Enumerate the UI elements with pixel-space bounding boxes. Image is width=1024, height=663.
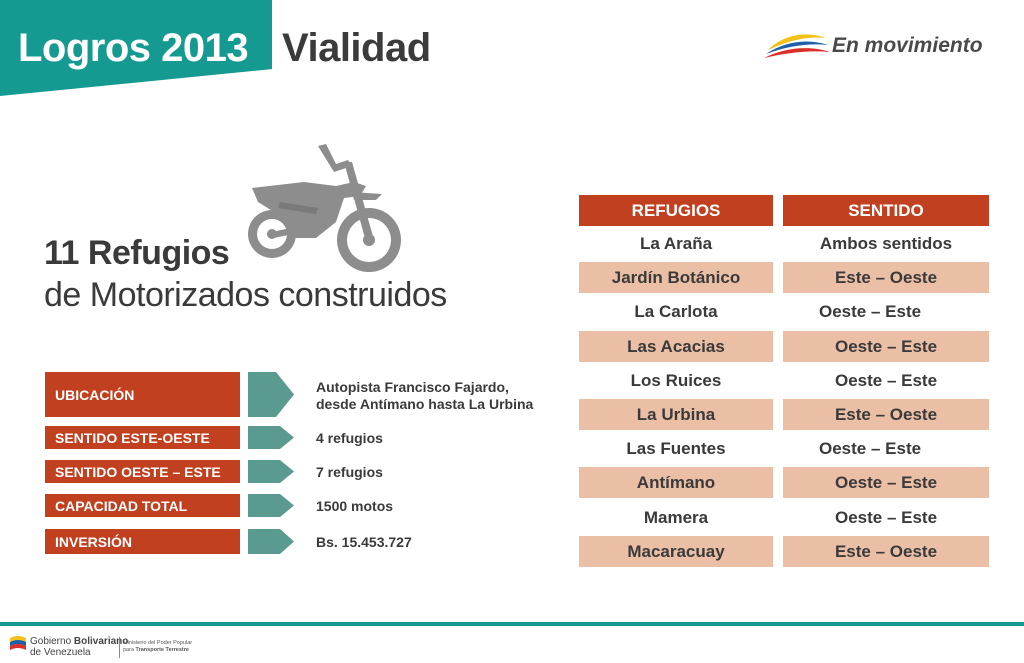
info-value-line: Autopista Francisco Fajardo, [316, 379, 509, 395]
footer-divider-line [0, 622, 1024, 626]
table-cell-refugio: La Carlota [634, 301, 718, 321]
info-value-ubicacion: Autopista Francisco Fajardo, desde Antím… [316, 379, 533, 413]
footer-ministry-text: para [123, 647, 136, 653]
info-label-sentido-oeste-este: SENTIDO OESTE – ESTE [45, 460, 240, 483]
footer-separator [119, 637, 120, 658]
footer-government-line1: Gobierno Bolivariano [30, 636, 128, 647]
table-header-refugios: REFUGIOS [579, 195, 773, 226]
footer-ministry-bold: Transporte Terrestre [135, 647, 189, 653]
table-cell-sentido: Oeste – Este [819, 301, 922, 321]
arrow-right-icon [248, 494, 294, 517]
table-cell-refugio: La Araña [639, 233, 713, 253]
table-cell-sentido: Oeste – Este [834, 370, 938, 390]
arrow-right-icon [248, 372, 294, 417]
table-header-sentido: SENTIDO [783, 195, 989, 226]
table-cell-sentido: Oeste – Este [783, 331, 989, 362]
info-value-line: desde Antímano hasta La Urbina [316, 396, 534, 412]
info-value-inversion: Bs. 15.453.727 [316, 534, 412, 550]
motorcycle-icon [248, 144, 401, 272]
info-value-sentido-este-oeste: 4 refugios [316, 430, 383, 446]
page-title: Logros 2013 [18, 26, 249, 70]
table-cell-sentido: Oeste – Este [834, 507, 938, 527]
footer-ministry-line2: para Transporte Terrestre [123, 647, 192, 654]
table-cell-refugio: Mamera [643, 507, 709, 527]
arrow-right-icon [248, 529, 294, 554]
arrow-right-icon [248, 426, 294, 449]
info-label-capacidad-total: CAPACIDAD TOTAL [45, 494, 240, 517]
table-cell-sentido: Este – Oeste [783, 262, 989, 293]
footer-ministry: Ministerio del Poder Popular para Transp… [123, 640, 192, 654]
footer-ministry-line1: Ministerio del Poder Popular [123, 640, 193, 646]
table-cell-refugio: Macaracuay [579, 536, 773, 567]
table-cell-refugio: Las Acacias [579, 331, 773, 362]
table-cell-sentido: Oeste – Este [783, 467, 989, 498]
table-cell-sentido: Este – Oeste [783, 536, 989, 567]
footer-government: Gobierno Bolivariano de Venezuela [30, 636, 128, 658]
table-cell-refugio: La Urbina [579, 399, 773, 430]
table-cell-sentido: Oeste – Este [819, 438, 922, 458]
table-cell-refugio: Jardín Botánico [579, 262, 773, 293]
info-label-sentido-este-oeste: SENTIDO ESTE-OESTE [45, 426, 240, 449]
info-label-inversion: INVERSIÓN [45, 529, 240, 554]
table-cell-refugio: Antímano [579, 467, 773, 498]
logo-text: En movimiento [832, 34, 983, 57]
headline-subtitle: de Motorizados construidos [44, 276, 447, 314]
footer-gov-text: Gobierno [30, 636, 74, 647]
table-cell-refugio: Las Fuentes [626, 438, 726, 458]
table-cell-refugio: Los Ruices [630, 370, 722, 390]
info-value-capacidad-total: 1500 motos [316, 498, 394, 514]
headline-count: 11 Refugios [44, 234, 230, 272]
table-cell-sentido: Este – Oeste [783, 399, 989, 430]
info-value-sentido-oeste-este: 7 refugios [316, 464, 383, 480]
footer-government-line2: de Venezuela [30, 647, 91, 658]
arrow-right-icon [248, 460, 294, 483]
en-movimiento-logo: En movimiento [764, 28, 1004, 64]
brand-swoosh-icon [764, 34, 830, 58]
table-cell-sentido: Ambos sentidos [819, 233, 953, 253]
footer-gov-bold: Bolivariano [73, 636, 129, 647]
venezuela-flag-icon [10, 636, 26, 650]
section-title: Vialidad [282, 26, 431, 70]
info-label-ubicacion: UBICACIÓN [45, 372, 240, 417]
